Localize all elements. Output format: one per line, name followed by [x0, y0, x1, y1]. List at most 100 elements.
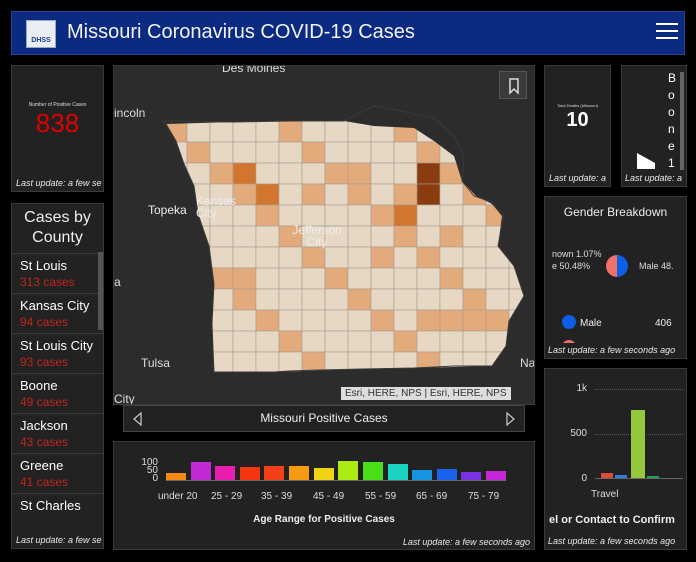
county-polygon[interactable] — [347, 309, 372, 332]
county-polygon[interactable] — [393, 225, 418, 248]
county-polygon[interactable] — [255, 162, 280, 185]
age-bar[interactable] — [387, 464, 408, 480]
county-polygon[interactable] — [370, 246, 395, 269]
county-polygon[interactable] — [301, 288, 326, 311]
county-polygon[interactable] — [370, 288, 395, 311]
county-polygon[interactable] — [324, 141, 349, 164]
county-polygon[interactable] — [439, 121, 464, 143]
county-polygon[interactable] — [164, 141, 188, 164]
county-polygon[interactable] — [324, 267, 349, 290]
county-list-item[interactable]: Jackson 43 cases — [12, 413, 103, 453]
county-polygon[interactable] — [347, 183, 372, 206]
county-polygon[interactable] — [485, 309, 510, 332]
county-polygon[interactable] — [462, 351, 487, 373]
county-polygon[interactable] — [485, 162, 510, 185]
county-polygon[interactable] — [393, 330, 418, 353]
travel-bar[interactable] — [615, 475, 627, 478]
county-polygon[interactable] — [232, 162, 257, 185]
county-polygon[interactable] — [347, 267, 372, 290]
county-polygon[interactable] — [439, 225, 464, 248]
county-polygon[interactable] — [209, 162, 234, 185]
county-polygon[interactable] — [393, 183, 418, 206]
age-bar[interactable] — [190, 461, 211, 480]
county-polygon[interactable] — [416, 225, 441, 248]
county-polygon[interactable] — [301, 162, 326, 185]
age-bar[interactable] — [362, 462, 383, 480]
county-list-item[interactable]: Greene 41 cases — [12, 453, 103, 493]
county-polygon[interactable] — [209, 121, 234, 143]
county-polygon[interactable] — [439, 141, 464, 164]
county-polygon[interactable] — [416, 330, 441, 353]
county-polygon[interactable] — [164, 162, 188, 185]
county-polygon[interactable] — [186, 225, 211, 248]
county-polygon[interactable] — [164, 309, 188, 332]
county-polygon[interactable] — [232, 267, 257, 290]
county-polygon[interactable] — [278, 309, 303, 332]
county-polygon[interactable] — [278, 288, 303, 311]
county-polygon[interactable] — [347, 121, 372, 143]
county-polygon[interactable] — [485, 121, 510, 143]
county-polygon[interactable] — [278, 330, 303, 353]
county-polygon[interactable] — [416, 141, 441, 164]
county-polygon[interactable] — [393, 246, 418, 269]
county-polygon[interactable] — [462, 121, 487, 143]
county-polygon[interactable] — [278, 246, 303, 269]
county-polygon[interactable] — [416, 309, 441, 332]
county-polygon[interactable] — [186, 288, 211, 311]
county-polygon[interactable] — [393, 162, 418, 185]
county-polygon[interactable] — [462, 162, 487, 185]
county-polygon[interactable] — [232, 246, 257, 269]
county-polygon[interactable] — [232, 330, 257, 353]
county-polygon[interactable] — [370, 309, 395, 332]
county-polygon[interactable] — [232, 288, 257, 311]
county-polygon[interactable] — [209, 225, 234, 248]
county-polygon[interactable] — [164, 330, 188, 353]
county-polygon[interactable] — [301, 330, 326, 353]
county-polygon[interactable] — [255, 225, 280, 248]
county-polygon[interactable] — [370, 267, 395, 290]
county-polygon[interactable] — [508, 288, 532, 311]
county-polygon[interactable] — [186, 162, 211, 185]
county-polygon[interactable] — [393, 309, 418, 332]
age-bar[interactable] — [486, 471, 506, 480]
county-polygon[interactable] — [164, 246, 188, 269]
county-polygon[interactable] — [439, 309, 464, 332]
county-list-item[interactable]: St Charles — [12, 493, 103, 517]
county-polygon[interactable] — [347, 162, 372, 185]
county-polygon[interactable] — [370, 121, 395, 143]
county-polygon[interactable] — [370, 225, 395, 248]
county-polygon[interactable] — [439, 288, 464, 311]
county-polygon[interactable] — [232, 225, 257, 248]
county-polygon[interactable] — [416, 267, 441, 290]
county-polygon[interactable] — [485, 288, 510, 311]
county-polygon[interactable] — [485, 246, 510, 269]
age-bar[interactable] — [166, 473, 186, 480]
county-polygon[interactable] — [164, 225, 188, 248]
county-polygon[interactable] — [232, 309, 257, 332]
age-bar[interactable] — [289, 466, 310, 480]
county-polygon[interactable] — [393, 267, 418, 290]
county-polygon[interactable] — [278, 162, 303, 185]
county-polygon[interactable] — [462, 288, 487, 311]
county-polygon[interactable] — [186, 246, 211, 269]
county-polygon[interactable] — [439, 246, 464, 269]
county-polygon[interactable] — [301, 309, 326, 332]
county-polygon[interactable] — [370, 183, 395, 206]
age-bar[interactable] — [412, 470, 433, 480]
county-polygon[interactable] — [462, 204, 487, 227]
county-polygon[interactable] — [485, 330, 510, 353]
county-polygon[interactable] — [416, 121, 441, 143]
county-polygon[interactable] — [393, 121, 418, 143]
county-polygon[interactable] — [508, 204, 532, 227]
county-polygon[interactable] — [324, 330, 349, 353]
county-polygon[interactable] — [324, 309, 349, 332]
triangle-left-icon[interactable] — [131, 411, 145, 427]
county-polygon[interactable] — [278, 351, 303, 373]
county-polygon[interactable] — [255, 204, 280, 227]
triangle-right-icon[interactable] — [503, 411, 517, 427]
county-polygon[interactable] — [485, 351, 510, 373]
county-polygon[interactable] — [324, 246, 349, 269]
county-polygon[interactable] — [232, 141, 257, 164]
county-polygon[interactable] — [186, 141, 211, 164]
age-bar[interactable] — [239, 466, 260, 480]
